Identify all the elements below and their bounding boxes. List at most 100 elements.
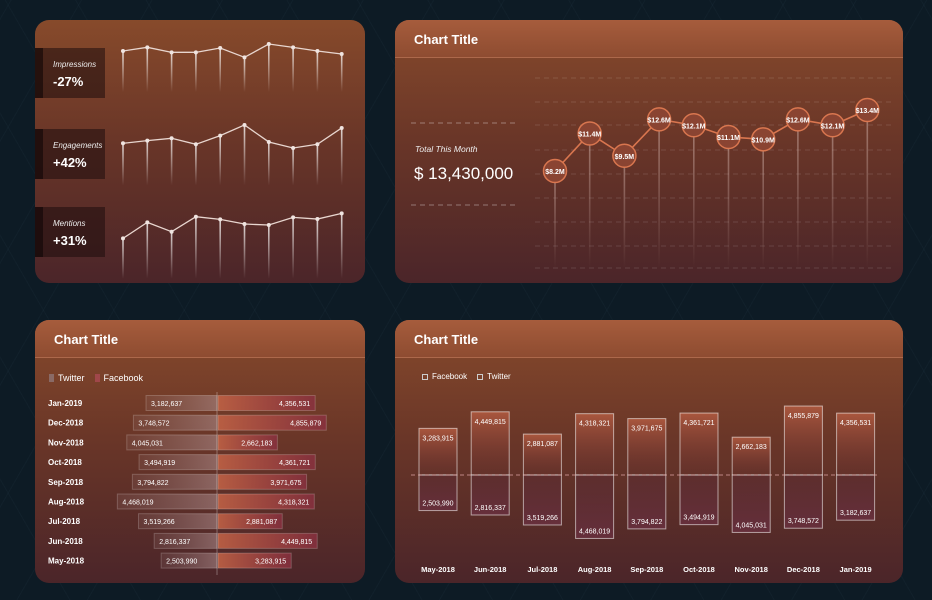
kpi-engagements: Engagements +42% (35, 129, 105, 179)
twitter-bar (116, 493, 218, 510)
twitter-value-label: 3,794,822 (137, 480, 168, 487)
data-label: $11.4M (578, 131, 601, 138)
twitter-value-label: 2,503,990 (166, 559, 197, 566)
sparkline-stem (122, 238, 124, 279)
sparkline-point (169, 136, 174, 141)
twitter-value-label: 4,468,019 (122, 500, 153, 507)
sparkline-point (218, 217, 223, 222)
category-label: Nov-2018 (48, 438, 84, 447)
sparkline-point (169, 229, 174, 234)
x-tick-label: Aug-2018 (578, 565, 612, 574)
value-stem (727, 136, 730, 268)
twitter-value-label: 3,494,919 (144, 460, 175, 467)
legend-label: Twitter (58, 373, 85, 383)
sparkline-stem (292, 217, 294, 279)
panel-header: Chart Title (395, 320, 903, 358)
kpi-value: -27% (53, 74, 84, 89)
facebook-bar (217, 552, 292, 569)
sparkline-stem (219, 48, 221, 92)
sparkline-stem (243, 224, 246, 279)
sparkline-chart (121, 42, 344, 279)
sparkline-point (242, 122, 247, 127)
legend-item-twitter: Twitter (477, 372, 511, 381)
twitter-value-label: 3,182,637 (151, 401, 182, 408)
data-point (542, 158, 568, 184)
sparkline-point (121, 236, 125, 241)
twitter-column (836, 474, 876, 521)
legend: Twitter Facebook (49, 373, 143, 383)
sparkline-point (242, 222, 247, 227)
sparkline-stem (146, 222, 149, 279)
category-label: Aug-2018 (48, 498, 85, 507)
twitter-value-label: 3,519,266 (527, 515, 558, 522)
sparkline-stem (243, 57, 246, 92)
legend-swatch (94, 374, 100, 382)
sparkline-stem (219, 219, 221, 279)
sparkline-stem (316, 219, 319, 279)
twitter-column (679, 474, 719, 526)
kpi-sparkline-panel: Impressions -27% Engagements +42% Mentions… (35, 20, 365, 283)
facebook-value-label: 2,881,087 (527, 441, 558, 448)
sparkline-stem (170, 231, 173, 279)
panel-header: Chart Title (395, 20, 903, 58)
x-tick-label: May-2018 (421, 565, 455, 574)
facebook-value-label: 2,881,087 (246, 519, 277, 526)
revenue-line (554, 109, 868, 172)
column-chart-panel: Chart Title Facebook Twitter 3,283,915 2,… (395, 320, 903, 583)
facebook-bar (217, 454, 316, 471)
data-label: $11.1M (717, 135, 740, 142)
twitter-value-label: 4,045,031 (132, 440, 163, 447)
facebook-value-label: 4,855,879 (290, 421, 321, 428)
data-label: $12.6M (786, 117, 810, 124)
kpi-impressions: Impressions -27% (35, 48, 105, 98)
kpi-value: +31% (53, 233, 87, 248)
facebook-bar (217, 513, 283, 530)
facebook-value-label: 4,356,531 (840, 420, 871, 427)
kpi-value: +42% (53, 155, 87, 170)
facebook-bar (217, 493, 315, 510)
data-point (820, 113, 845, 138)
x-tick-label: Jun-2018 (474, 565, 507, 574)
sparkline-stem (340, 127, 343, 186)
kpi-label: Impressions (53, 60, 97, 69)
facebook-column (627, 418, 667, 476)
twitter-value-label: 2,503,990 (422, 501, 453, 508)
category-label: Jul-2018 (48, 517, 81, 526)
facebook-column (418, 427, 458, 476)
facebook-value-label: 3,283,915 (255, 559, 286, 566)
kpi-label: Engagements (53, 141, 103, 150)
sparkline-stem (268, 44, 270, 92)
data-point (612, 143, 637, 169)
legend-swatch (422, 374, 428, 380)
facebook-value-label: 4,855,879 (788, 413, 819, 420)
sparkline-point (291, 45, 296, 50)
sparkline-stem (268, 141, 270, 186)
sparkline-stem (292, 47, 294, 92)
kpi-label: Mentions (53, 219, 86, 228)
facebook-value-label: 2,662,183 (736, 444, 767, 451)
legend-item-facebook: Facebook (422, 372, 467, 381)
data-point (785, 107, 811, 132)
facebook-bar (217, 473, 308, 490)
panel-header: Chart Title (35, 320, 365, 358)
facebook-column (731, 436, 771, 476)
facebook-column (470, 411, 510, 476)
data-point (716, 124, 741, 150)
kpi-mentions: Mentions +31% (35, 207, 105, 257)
x-tick-label: Dec-2018 (787, 565, 820, 574)
value-stem (623, 155, 626, 268)
value-stem (866, 110, 869, 268)
twitter-column (418, 474, 458, 512)
facebook-value-label: 3,283,915 (422, 435, 453, 442)
twitter-bar (132, 414, 218, 431)
twitter-bar (131, 473, 218, 490)
facebook-bar (217, 532, 318, 549)
sparkline-stem (195, 216, 197, 279)
legend-label: Facebook (432, 372, 468, 381)
data-point (646, 107, 672, 132)
sparkline-point (315, 142, 320, 147)
chart-title: Chart Title (54, 332, 119, 347)
twitter-value-label: 2,816,337 (475, 505, 506, 512)
twitter-column (470, 474, 510, 516)
sparkline-stem (146, 47, 149, 92)
